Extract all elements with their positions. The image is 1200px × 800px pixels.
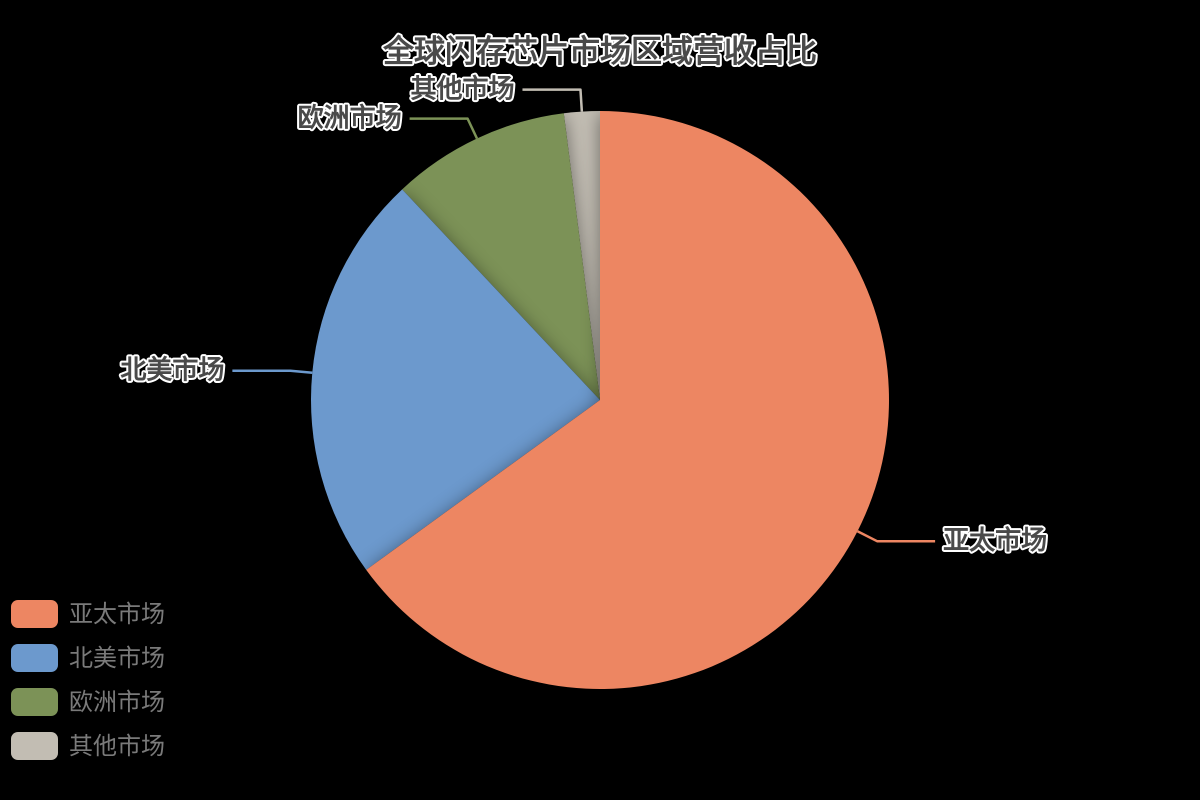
label-line-other-markets [522, 88, 584, 112]
legend-item-north-america-market[interactable]: 北美市场 [11, 644, 165, 672]
label-line-north-america-market [232, 369, 313, 375]
label-line-asia-pacific-market [856, 530, 936, 543]
chart-title: 全球闪存芯片市场区域营收占比 [382, 34, 817, 70]
legend-item-other-markets[interactable]: 其他市场 [11, 732, 165, 760]
label-line-europe-market [409, 117, 479, 140]
legend-label: 欧洲市场 [69, 688, 165, 716]
legend-item-europe-market[interactable]: 欧洲市场 [11, 688, 165, 716]
pie-label-other-markets: 其他市场 [410, 74, 514, 105]
legend-label: 北美市场 [69, 644, 165, 672]
pie-label-north-america-market: 北美市场 [120, 355, 224, 386]
pie-slice-layer [311, 111, 889, 689]
legend-item-asia-pacific-market[interactable]: 亚太市场 [11, 600, 165, 628]
legend-marker-europe-market [11, 688, 58, 716]
pie-slice-europe-market[interactable] [402, 113, 600, 400]
legend-label: 其他市场 [69, 732, 165, 760]
pie-slice-north-america-market[interactable] [311, 189, 600, 570]
pie-slice-other-markets[interactable] [563, 111, 600, 400]
pie-label-europe-market: 欧洲市场 [298, 103, 402, 134]
pie-label-asia-pacific-market: 亚太市场 [943, 525, 1047, 556]
legend-marker-asia-pacific-market [11, 600, 58, 628]
legend-label: 亚太市场 [69, 600, 165, 628]
legend: 亚太市场北美市场欧洲市场其他市场 [11, 600, 165, 776]
pie-slice-asia-pacific-market[interactable] [366, 111, 889, 689]
legend-marker-other-markets [11, 732, 58, 760]
legend-marker-north-america-market [11, 644, 58, 672]
